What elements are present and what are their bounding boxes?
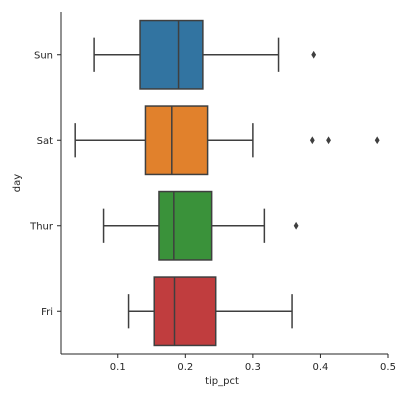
x-tick-label-1: 0.1: [110, 362, 126, 373]
y-tick-label-sun: Sun: [34, 50, 53, 61]
outlier-sat-3: [374, 136, 380, 145]
y-tick-label-fri: Fri: [41, 307, 53, 318]
box-sun: [139, 19, 204, 90]
y-axis-label: day: [12, 174, 23, 192]
x-tick-label-2: 0.2: [177, 362, 193, 373]
x-tick-label-5: 0.5: [380, 362, 396, 373]
outlier-thur-1: [293, 221, 299, 230]
outlier-sat-1: [309, 136, 315, 145]
box-sat: [144, 105, 209, 176]
ticks-layer: Sun Sat Thur Fri 0.1 0.2 0.3 0.4 0.5: [29, 50, 396, 373]
outlier-sun-1: [311, 50, 317, 59]
boxes-layer: [74, 19, 380, 347]
x-axis-label: tip_pct: [205, 376, 239, 387]
box-fri: [153, 276, 217, 347]
y-tick-label-thur: Thur: [29, 221, 54, 232]
outlier-sat-2: [326, 136, 331, 145]
y-tick-label-sat: Sat: [37, 136, 53, 147]
box-thur: [158, 190, 213, 261]
x-tick-label-4: 0.4: [312, 362, 328, 373]
x-tick-label-3: 0.3: [245, 362, 261, 373]
axes-layer: [60, 12, 388, 355]
